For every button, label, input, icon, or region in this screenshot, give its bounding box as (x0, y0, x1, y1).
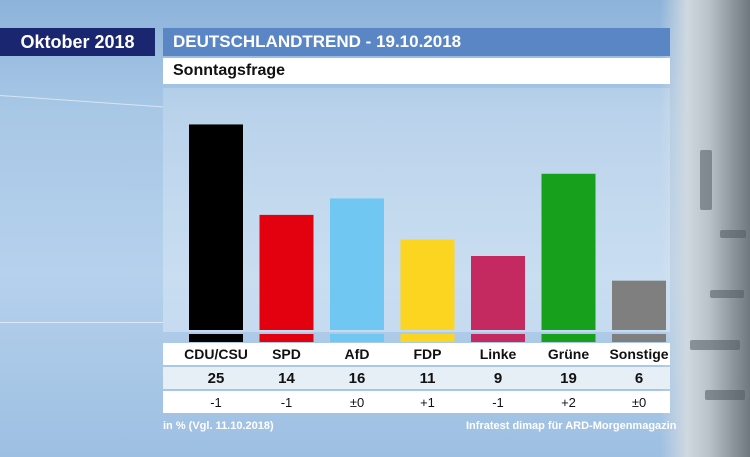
changes-row: -1 -1 ±0 +1 -1 +2 ±0 (163, 391, 670, 413)
chart-title: Sonntagsfrage (173, 62, 286, 79)
bar-baseline-afd (330, 334, 384, 342)
unit-note: in % (Vgl. 11.10.2018) (163, 420, 274, 432)
bar-baseline-gruene (541, 334, 596, 342)
change-label-spd: -1 (280, 394, 293, 410)
subtitle-bar: Sonntagsfrage (163, 58, 670, 84)
bar-chart (189, 124, 666, 342)
decorative-line (0, 322, 163, 323)
change-label-cdu-csu: -1 (210, 394, 222, 410)
bar-fdp (400, 239, 455, 330)
page-title: DEUTSCHLANDTREND - 19.10.2018 (173, 32, 462, 51)
category-label-gruene: Grüne (547, 346, 590, 362)
value-label-linke: 9 (493, 369, 503, 387)
decorative-line (0, 95, 163, 108)
bar-baseline-fdp (400, 334, 455, 342)
month-badge: Oktober 2018 (0, 28, 155, 56)
background-parliament (660, 0, 750, 457)
values-row: 25 14 16 11 9 19 6 (163, 367, 670, 389)
bar-afd (330, 198, 384, 330)
value-label-spd: 14 (278, 369, 295, 387)
value-label-sonstige: 6 (634, 369, 644, 387)
bar-baseline-sonstige (612, 334, 666, 342)
value-label-afd: 16 (348, 369, 366, 387)
category-labels-row: CDU/CSU SPD AfD FDP Linke Grüne Sonstige (163, 343, 670, 365)
category-label-spd: SPD (272, 346, 301, 362)
title-bar: DEUTSCHLANDTREND - 19.10.2018 (163, 28, 670, 56)
bar-linke (471, 256, 525, 330)
change-label-sonstige: ±0 (631, 394, 647, 410)
bar-sonstige (612, 280, 666, 330)
category-label-fdp: FDP (413, 346, 442, 362)
change-label-gruene: +2 (561, 394, 576, 410)
change-label-fdp: +1 (420, 394, 435, 410)
change-label-linke: -1 (492, 394, 504, 410)
bar-cdu-csu (189, 124, 243, 330)
bar-spd (259, 214, 314, 330)
value-label-fdp: 11 (419, 369, 436, 387)
category-label-sonstige: Sonstige (609, 346, 669, 362)
category-label-afd: AfD (344, 346, 370, 362)
bar-baseline-linke (471, 334, 525, 342)
bar-gruene (541, 173, 596, 330)
bar-baseline-spd (259, 334, 314, 342)
bar-baseline-cdu-csu (189, 334, 243, 342)
category-label-cdu-csu: CDU/CSU (184, 346, 248, 362)
change-label-afd: ±0 (349, 394, 365, 410)
category-label-linke: Linke (479, 346, 517, 362)
month-label: Oktober 2018 (20, 31, 135, 52)
value-label-gruene: 19 (560, 369, 577, 387)
value-label-cdu-csu: 25 (207, 369, 225, 387)
source-note: Infratest dimap für ARD-Morgenmagazin (466, 420, 677, 432)
